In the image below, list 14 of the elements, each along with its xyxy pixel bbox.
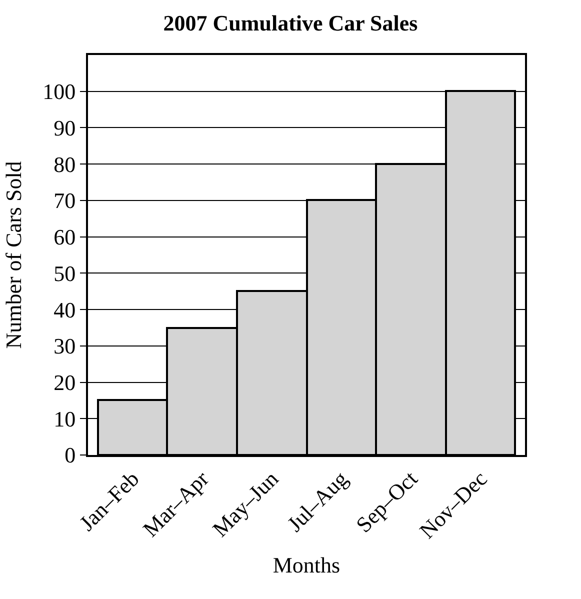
- y-tick-label: 60: [54, 224, 76, 250]
- y-tick-label: 70: [54, 188, 76, 214]
- y-tick-label: 40: [54, 297, 76, 322]
- y-tick-label: 50: [54, 260, 76, 286]
- y-tick-label: 100: [42, 79, 76, 104]
- x-axis-title: Months: [272, 552, 340, 578]
- y-tick-label: 80: [54, 152, 76, 177]
- y-tick-label: 20: [54, 370, 76, 395]
- y-tick-label: 10: [54, 406, 76, 432]
- y-tick-label: 90: [54, 115, 76, 140]
- chart-title: 2007 Cumulative Car Sales: [163, 10, 418, 36]
- y-tick-label: 30: [54, 334, 76, 359]
- y-tick-label: 0: [64, 442, 76, 468]
- y-axis-title: Number of Cars Sold: [0, 161, 26, 349]
